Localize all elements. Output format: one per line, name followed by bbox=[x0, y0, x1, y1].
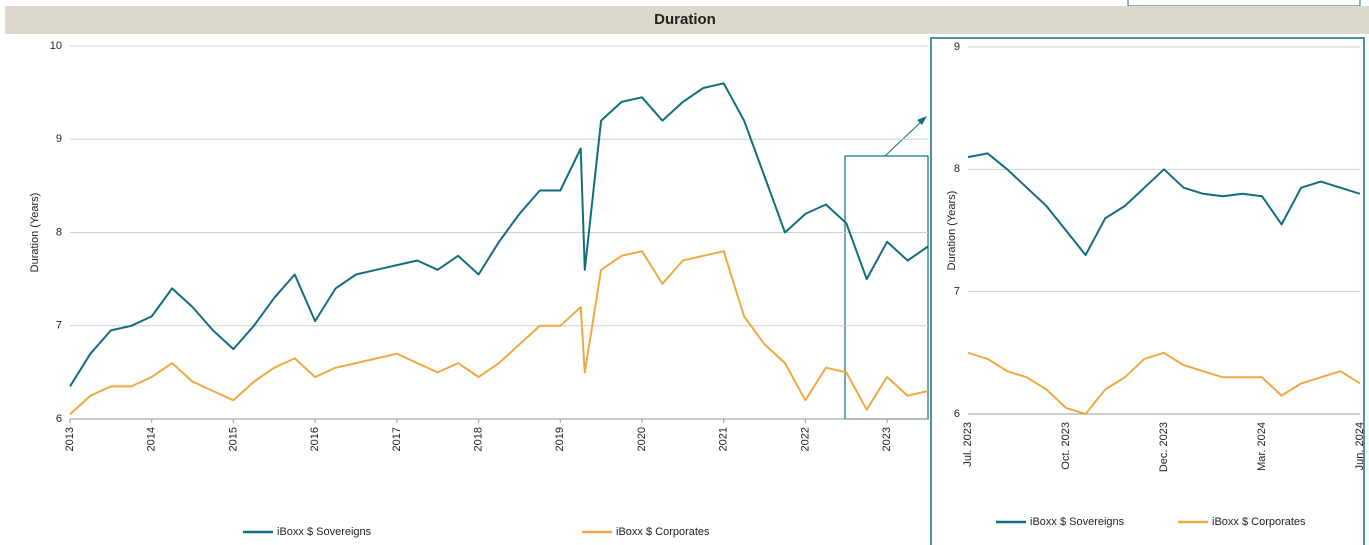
x-tick-label: 2015 bbox=[227, 427, 239, 451]
x-tick-label: 2022 bbox=[799, 427, 811, 451]
y-tick-label: 6 bbox=[56, 413, 62, 425]
x-tick-label: Jul. 2023 bbox=[962, 422, 974, 467]
x-tick-label: 2019 bbox=[554, 427, 566, 451]
y-axis-label: Duration (Years) bbox=[29, 193, 41, 273]
zoom-arrow bbox=[884, 120, 923, 157]
y-axis-label: Duration (Years) bbox=[946, 191, 958, 271]
legend-label: iBoxx $ Corporates bbox=[1212, 516, 1306, 528]
y-tick-label: 8 bbox=[56, 226, 62, 238]
y-tick-label: 7 bbox=[56, 320, 62, 332]
x-tick-label: 2017 bbox=[391, 427, 403, 451]
legend-label: iBoxx $ Corporates bbox=[616, 526, 710, 538]
y-tick-label: 6 bbox=[954, 408, 960, 420]
inset-frame bbox=[930, 37, 1365, 545]
series-line bbox=[69, 250, 929, 416]
y-tick-label: 8 bbox=[954, 163, 960, 175]
y-tick-label: 10 bbox=[50, 40, 62, 52]
y-tick-label: 9 bbox=[954, 41, 960, 53]
x-tick-label: 2021 bbox=[718, 427, 730, 451]
series-line bbox=[967, 152, 1361, 256]
y-tick-label: 7 bbox=[954, 286, 960, 298]
x-tick-label: 2023 bbox=[881, 427, 893, 451]
header-band bbox=[5, 6, 1369, 34]
series-line bbox=[69, 82, 929, 387]
legend-label: iBoxx $ Sovereigns bbox=[277, 526, 372, 538]
page-title: Duration bbox=[654, 11, 716, 28]
x-tick-label: 2013 bbox=[64, 427, 76, 451]
legend-label: iBoxx $ Sovereigns bbox=[1030, 516, 1125, 528]
x-tick-label: 2014 bbox=[146, 427, 158, 451]
x-tick-label: Dec. 2023 bbox=[1158, 422, 1170, 472]
series-line bbox=[967, 351, 1361, 415]
x-tick-label: Oct. 2023 bbox=[1060, 422, 1072, 470]
top-box bbox=[1127, 0, 1361, 7]
x-tick-label: 2016 bbox=[309, 427, 321, 451]
zoom-arrow-head bbox=[917, 116, 927, 125]
x-tick-label: 2018 bbox=[472, 427, 484, 451]
x-tick-label: Mar. 2024 bbox=[1256, 422, 1268, 471]
y-tick-label: 9 bbox=[56, 133, 62, 145]
x-tick-label: Jun. 2024 bbox=[1354, 422, 1366, 470]
x-tick-label: 2020 bbox=[636, 427, 648, 451]
